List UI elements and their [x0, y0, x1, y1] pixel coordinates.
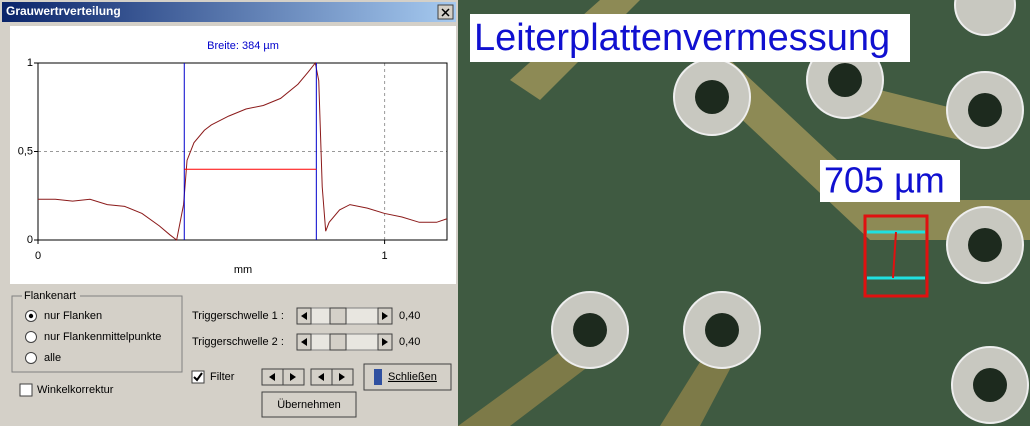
radio-label[interactable]: nur Flanken [44, 310, 102, 322]
chart-title: Breite: 384 µm [207, 40, 279, 52]
group-title: Flankenart [24, 290, 76, 302]
trigger-value: 0,40 [399, 336, 420, 348]
close-button-label[interactable]: Schließen [388, 371, 437, 383]
close-icon[interactable] [438, 5, 453, 19]
radio[interactable] [26, 332, 37, 343]
screen: Grauwertrverteilung Breite: 384 µm mm 00… [0, 0, 1030, 426]
x-axis-label: mm [234, 264, 252, 276]
x-tick-label: 0 [35, 250, 41, 262]
slider[interactable] [297, 308, 392, 324]
measurement-label: 705 µm [824, 160, 945, 201]
apply-button-label[interactable]: Übernehmen [277, 399, 341, 411]
x-tick-label: 1 [382, 250, 388, 262]
y-tick-label: 0 [27, 234, 33, 246]
image-title: Leiterplattenvermessung [474, 17, 890, 59]
checkbox[interactable] [20, 384, 32, 396]
radio-label[interactable]: nur Flankenmittelpunkte [44, 331, 161, 343]
chart-panel [10, 26, 456, 284]
trigger-value: 0,40 [399, 310, 420, 322]
checkbox-label[interactable]: Filter [210, 371, 235, 383]
checkbox-label[interactable]: Winkelkorrektur [37, 384, 114, 396]
pcb-photo [458, 0, 1030, 426]
trigger-label: Triggerschwelle 2 : [192, 336, 284, 348]
radio-dot [29, 314, 33, 318]
slider[interactable] [297, 334, 392, 350]
radio-label[interactable]: alle [44, 352, 61, 364]
y-tick-label: 0,5 [18, 145, 33, 157]
window-title: Grauwertrverteilung [6, 4, 121, 18]
y-tick-label: 1 [27, 57, 33, 69]
trigger-label: Triggerschwelle 1 : [192, 310, 284, 322]
radio[interactable] [26, 353, 37, 364]
